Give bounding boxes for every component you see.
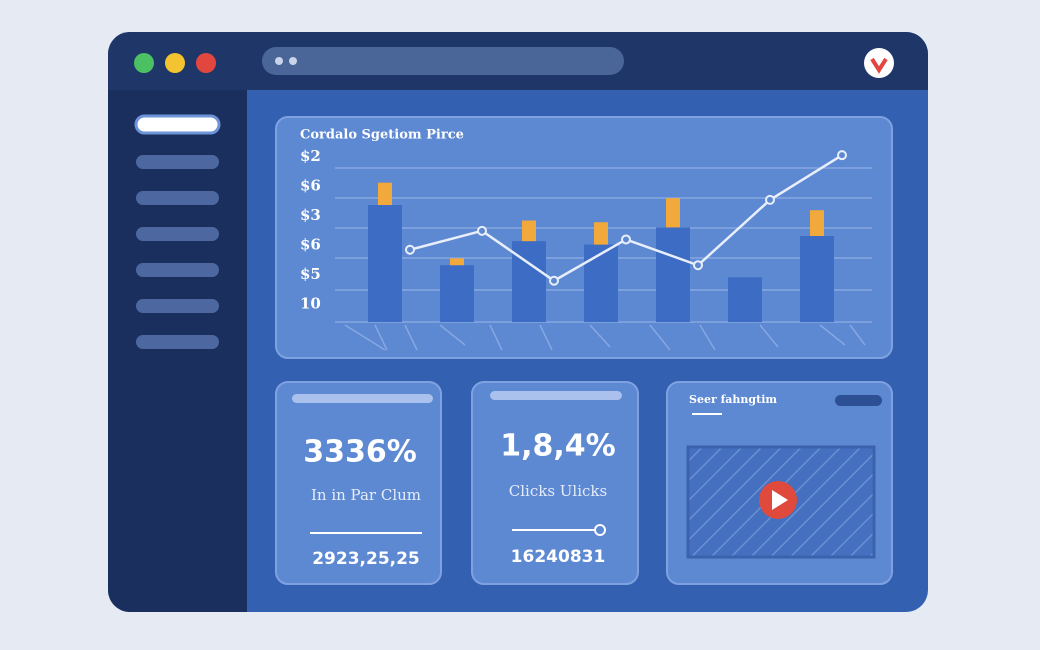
pill[interactable] [835,395,882,406]
nav-item[interactable] [134,114,221,135]
stat-value: 3336% [303,435,417,470]
line-point [621,234,631,245]
bar-cap [522,220,536,242]
y-axis-label: $6 [300,236,321,254]
address-dot [275,57,283,65]
play-icon [772,490,788,510]
window-dot[interactable] [134,53,154,73]
chart-title: Cordalo Sgetiom Pirce [300,128,464,143]
nav-item[interactable] [136,263,219,277]
line-point [477,225,487,236]
bar-cap [378,182,392,206]
stat-footer: 16240831 [511,547,606,567]
y-axis-label: $5 [300,265,321,283]
line-point [765,194,775,205]
line-point [549,275,559,286]
sidebar [108,90,247,612]
bar [656,227,690,322]
line-point [405,244,415,255]
stat-value: 1,8,4% [500,429,615,464]
bar [440,265,474,322]
y-axis-label: 10 [300,295,321,313]
stat-label: In in Par Clum [311,486,421,504]
axis-hatch [344,324,866,351]
stat-footer: 2923,25,25 [312,549,420,569]
nav-item[interactable] [136,335,219,349]
slider-knob[interactable] [594,524,606,536]
y-axis-label: $3 [300,206,321,224]
bar [584,244,618,322]
browser-icon-mark [870,57,888,74]
address-bar[interactable] [262,47,624,75]
card-bar [490,391,622,400]
nav-item[interactable] [136,299,219,313]
line-point [693,260,703,271]
bar-cap [666,198,680,228]
window-dot[interactable] [165,53,185,73]
browser-icon[interactable] [864,48,894,78]
nav-item[interactable] [136,227,219,241]
bar-cap [810,210,824,236]
video-title: Seer fahngtim [689,393,777,406]
window-dot[interactable] [196,53,216,73]
address-dot [289,57,297,65]
bar [512,241,546,322]
bar-cap [450,258,464,266]
y-axis-label: $6 [300,177,321,195]
nav-item[interactable] [136,191,219,205]
card-bar [292,394,433,403]
bar [800,236,834,322]
bar-cap [594,222,608,245]
nav-item[interactable] [136,155,219,169]
bar [368,205,402,322]
stat-label: Clicks Ulicks [509,482,607,500]
line-point [837,150,847,161]
y-axis-label: $2 [300,147,321,165]
bar [728,277,762,322]
